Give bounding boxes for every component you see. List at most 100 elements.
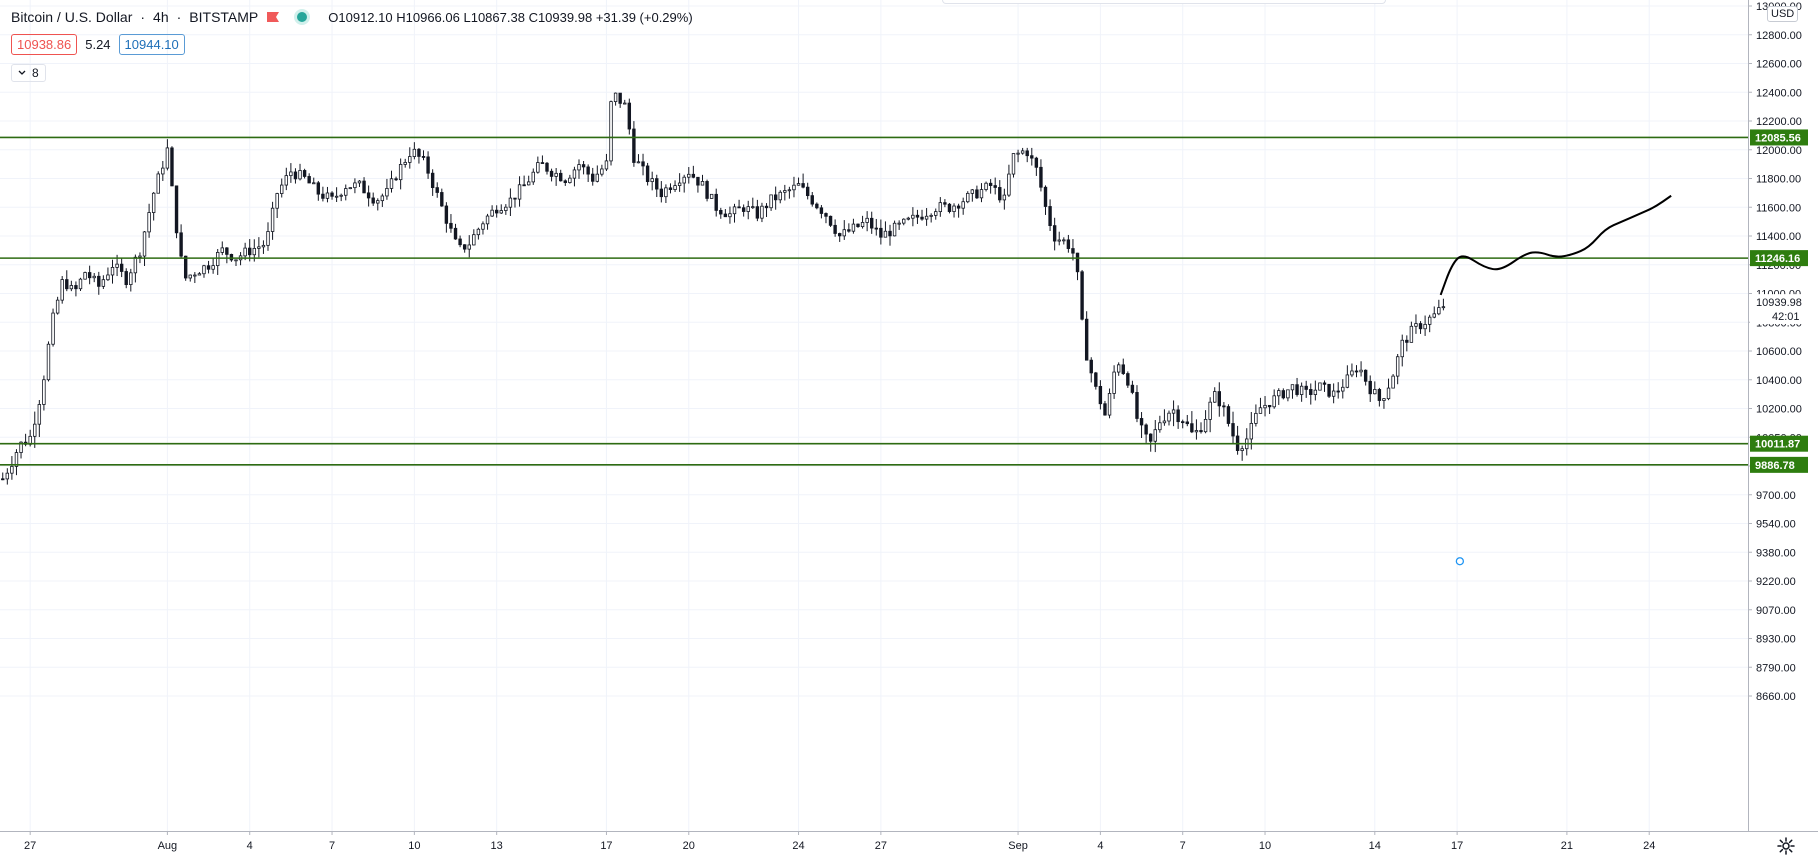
last-price-bg (1750, 294, 1810, 325)
candle-body (1148, 433, 1153, 442)
candle-body (719, 209, 723, 215)
candle-body (1011, 153, 1016, 175)
candle-body (494, 209, 499, 214)
candle-body (1039, 166, 1043, 188)
candle-body (773, 194, 778, 201)
candle-body (1203, 418, 1208, 433)
candle-body (366, 192, 371, 199)
candle-body (1395, 356, 1400, 377)
candle-body (673, 185, 677, 190)
candle-body (46, 343, 51, 381)
candle-body (732, 206, 737, 215)
candle-body (988, 182, 993, 186)
candle-body (1309, 389, 1313, 395)
y-tick-label: 12600.00 (1756, 59, 1802, 71)
candle-body (412, 148, 417, 157)
candle-body (275, 193, 279, 209)
y-tick-label: 8660.00 (1756, 691, 1796, 703)
buy-price-button[interactable]: 10944.10 (118, 34, 185, 55)
price-axis[interactable]: 13000.0012800.0012600.0012400.0012200.00… (1748, 0, 1802, 831)
candle-body (385, 188, 389, 197)
y-tick-label: 9220.00 (1756, 576, 1796, 588)
currency-button[interactable]: USD (1767, 6, 1799, 22)
candle-body (792, 184, 796, 191)
candle-body (577, 164, 581, 171)
exchange-label[interactable]: BITSTAMP (189, 9, 259, 25)
status-dot-icon (294, 9, 311, 25)
candle-body (142, 231, 147, 257)
candle-body (69, 285, 74, 290)
candle-body (421, 156, 426, 158)
candle-body (1295, 384, 1299, 395)
candle-body (5, 472, 10, 480)
candle-body (659, 188, 664, 198)
sell-price-button[interactable]: 10938.86 (11, 34, 78, 55)
time-axis[interactable]: 27 Aug 4 7 10 13 17 20 24 27 Sep 4 7 10 14 17 21 24 (0, 831, 1818, 852)
candle-body (1336, 390, 1340, 393)
candle-body (902, 218, 906, 224)
close-value: C10939.98 (528, 9, 593, 25)
candle-body (586, 166, 590, 175)
candle-body (865, 217, 869, 223)
candle-body (362, 180, 366, 194)
horizontal-levels[interactable] (0, 136, 1748, 466)
candle-body (526, 181, 531, 186)
candle-body (408, 156, 412, 163)
candle-body (312, 182, 316, 185)
candle-body (929, 214, 933, 217)
ohlc-values: O10912.10 H10966.06 L10867.38 C10939.98 … (328, 10, 692, 25)
flag-icon[interactable] (266, 11, 280, 23)
candle-body (284, 175, 289, 186)
candle-body (1158, 422, 1162, 431)
symbol-name[interactable]: Bitcoin / U.S. Dollar (11, 9, 133, 25)
candle-body (993, 185, 997, 188)
candle-body (755, 206, 760, 219)
last-price-value: 10939.98 (1756, 297, 1802, 309)
top-drawing-toolbar-edge[interactable] (942, 0, 1386, 4)
gear-icon[interactable] (1776, 836, 1796, 856)
candle-body (1313, 389, 1318, 395)
candle-body (549, 170, 554, 177)
candle-body (1185, 421, 1189, 425)
candle-body (1226, 406, 1231, 424)
candle-body (1304, 385, 1308, 390)
level-label: 10011.87 (1755, 439, 1800, 451)
low-value: L10867.38 (463, 9, 525, 25)
candle-body (1112, 371, 1116, 394)
candle-body (1025, 150, 1029, 157)
indicators-toggle[interactable]: 8 (11, 64, 46, 82)
candle-body (1208, 401, 1212, 420)
candle-body (627, 102, 632, 130)
candle-body (1281, 390, 1286, 399)
candle-body (55, 299, 60, 314)
interval-label[interactable]: 4h (153, 9, 169, 25)
candle-body (129, 272, 133, 285)
candle-body (842, 229, 846, 237)
candlestick-series (1, 92, 1446, 485)
drawing-marker[interactable] (1455, 557, 1465, 566)
candle-body (847, 229, 851, 232)
level-label-bg (1750, 129, 1808, 146)
x-tick-label: 4 (1097, 840, 1103, 852)
candle-body (266, 231, 270, 246)
x-tick-label: 27 (24, 840, 36, 852)
candle-body (1084, 318, 1089, 361)
candle-body (74, 285, 78, 290)
candle-body (1373, 389, 1377, 395)
projection-drawing[interactable] (1439, 194, 1672, 296)
candle-body (19, 441, 23, 453)
candle-body (911, 214, 915, 219)
candle-body (225, 247, 229, 255)
x-tick-label: 17 (600, 840, 612, 852)
candle-body (371, 197, 375, 204)
y-tick-label: 9070.00 (1756, 605, 1796, 617)
candle-body (161, 167, 165, 175)
candle-body (1062, 239, 1066, 242)
candle-body (1116, 364, 1121, 373)
candle-body (316, 182, 321, 195)
candle-body (481, 223, 485, 230)
candle-body (357, 180, 362, 184)
candle-body (1222, 405, 1226, 408)
candle-body (87, 272, 92, 279)
